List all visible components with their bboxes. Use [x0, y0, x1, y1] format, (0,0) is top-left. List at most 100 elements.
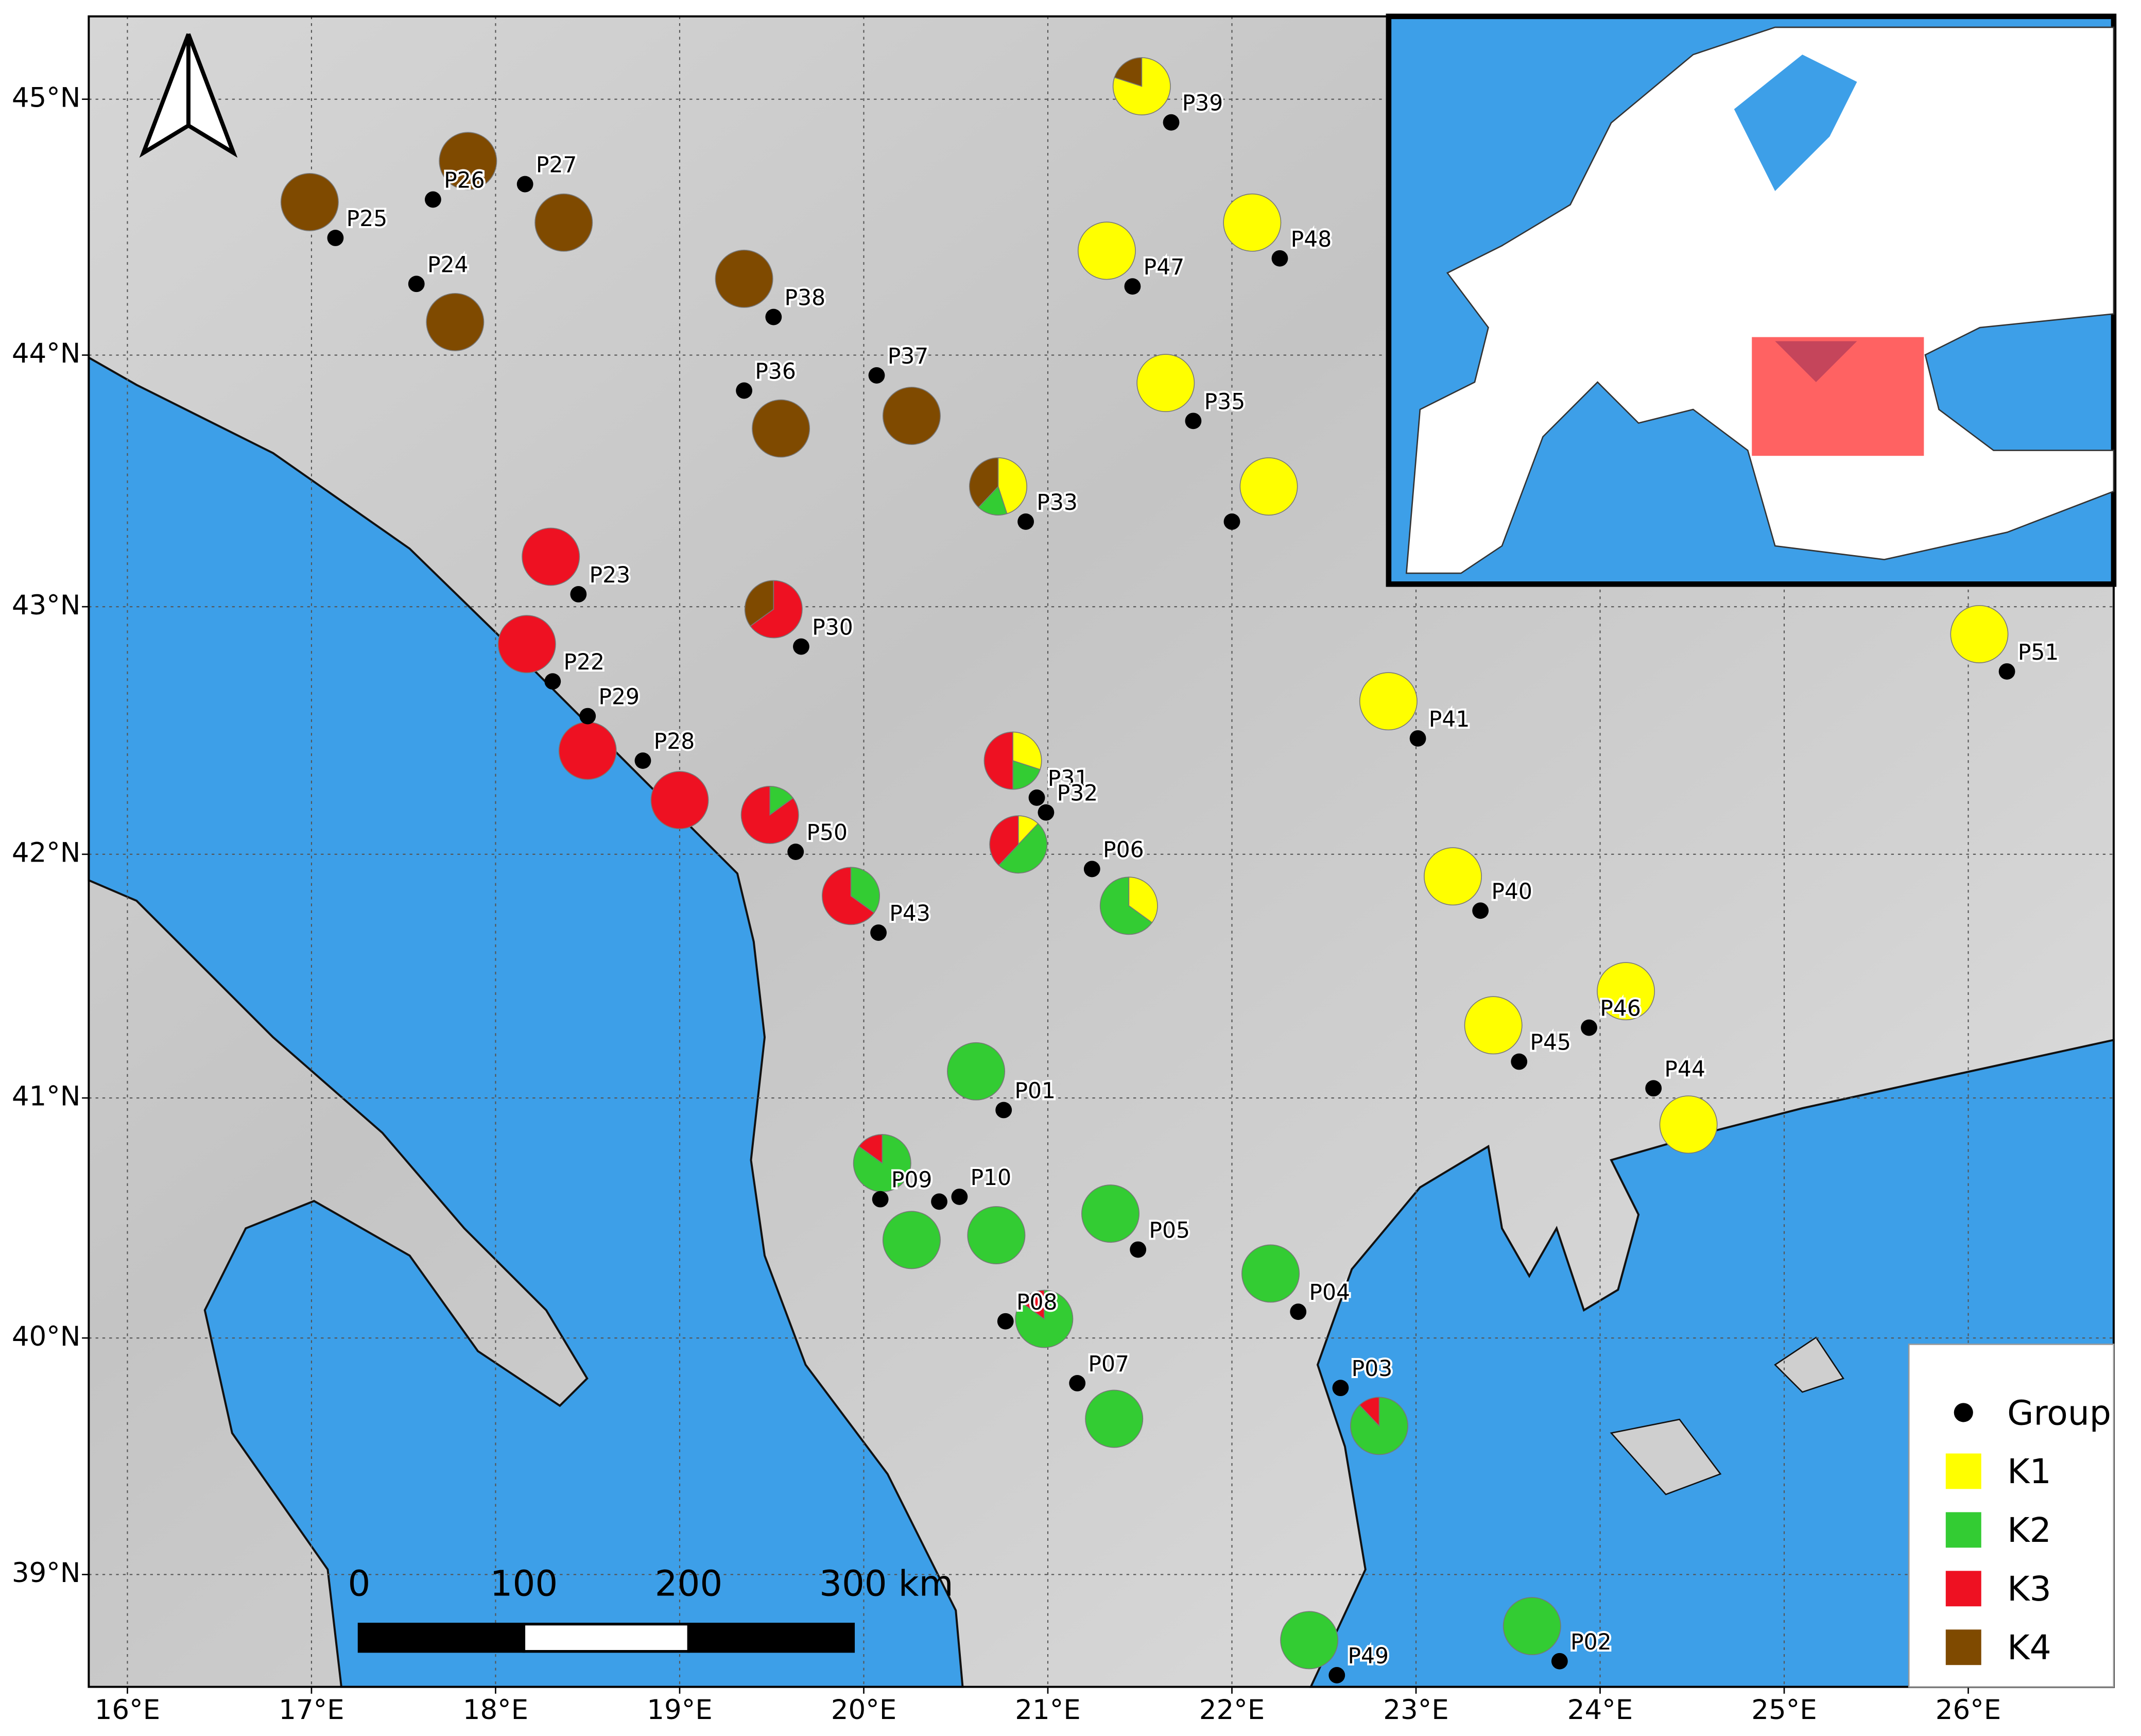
- pie: [1081, 1184, 1140, 1243]
- pie: [967, 1206, 1026, 1265]
- pie: [1659, 1095, 1718, 1154]
- population-label: P32: [1057, 781, 1098, 806]
- pie-slice: [1241, 1244, 1300, 1303]
- pie: [534, 193, 593, 252]
- pie-slice: [439, 132, 497, 191]
- pie-slice: [1020, 1290, 1045, 1320]
- legend-label: K2: [2007, 1510, 2051, 1550]
- population-label: P28: [654, 729, 695, 754]
- pie-slice: [1950, 605, 2009, 663]
- pie-slice: [534, 193, 593, 252]
- sample-point: [1130, 1241, 1147, 1258]
- pie-slice: [426, 293, 485, 351]
- y-tick-label: 43°N: [12, 589, 81, 621]
- sample-point: [1185, 412, 1202, 429]
- sample-point: [1998, 663, 2015, 680]
- sample-point: [408, 276, 425, 293]
- population-label: P31: [1048, 766, 1089, 792]
- sample-point: [736, 382, 753, 399]
- population-label: P02: [1570, 1630, 1612, 1655]
- sample-point: [997, 1313, 1014, 1330]
- sample-point: [1328, 1667, 1345, 1683]
- scale-segment: [357, 1623, 526, 1653]
- population-label: P10: [971, 1165, 1012, 1191]
- x-tick-label: 26°E: [1936, 1694, 2001, 1726]
- sample-point: [424, 191, 441, 208]
- pie-slice: [715, 249, 773, 308]
- sample-point: [931, 1193, 947, 1210]
- sample-point: [1645, 1080, 1662, 1097]
- pie: [1950, 605, 2009, 663]
- pie: [1015, 1290, 1074, 1348]
- pie: [1077, 221, 1136, 280]
- sample-point: [1124, 278, 1141, 295]
- pie: [947, 1042, 1006, 1101]
- legend: Group: [1908, 1344, 2115, 1688]
- population-label: P48: [1291, 227, 1332, 252]
- pie-slice: [1136, 354, 1195, 412]
- sample-point: [1332, 1380, 1349, 1397]
- legend-swatch: [1945, 1629, 1981, 1665]
- population-label: P25: [347, 207, 388, 232]
- sample-point: [1163, 114, 1180, 131]
- pie: [650, 771, 709, 830]
- population-label: P37: [888, 344, 929, 369]
- legend-items: K1 K2 K3 K4: [1945, 1451, 2051, 1668]
- pie: [1503, 1597, 1561, 1656]
- legend-label: K1: [2007, 1451, 2051, 1491]
- population-label: P23: [590, 563, 631, 588]
- y-tick-label: 41°N: [12, 1080, 81, 1112]
- population-label: P35: [1204, 389, 1246, 415]
- scale-label: 0: [348, 1563, 370, 1605]
- sample-point: [1069, 1375, 1086, 1391]
- population-label: P09: [891, 1168, 933, 1193]
- pie-slice: [969, 457, 999, 508]
- pie: [497, 615, 556, 674]
- pie: [1136, 354, 1195, 412]
- population-label: P04: [1309, 1280, 1350, 1305]
- pie-slice: [1659, 1095, 1718, 1154]
- population-label: P05: [1149, 1218, 1190, 1244]
- pie-slice: [1359, 672, 1418, 731]
- x-tick-label: 17°E: [279, 1694, 344, 1726]
- pie-slice: [1114, 57, 1143, 87]
- population-label: P43: [889, 901, 930, 926]
- x-tick-label: 21°E: [1015, 1694, 1080, 1726]
- y-tick-label: 40°N: [12, 1320, 81, 1352]
- pie: [882, 1211, 941, 1269]
- population-label: P41: [1429, 707, 1470, 732]
- x-tick-label: 18°E: [463, 1694, 528, 1726]
- pie-slice: [280, 173, 339, 231]
- sample-point: [1511, 1053, 1528, 1070]
- x-tick-label: 19°E: [647, 1694, 712, 1726]
- pie: [983, 731, 1042, 790]
- sample-point: [516, 176, 533, 193]
- population-label: P38: [785, 286, 826, 311]
- pie-slice: [1424, 847, 1482, 906]
- legend-point: [1954, 1403, 1973, 1422]
- population-label: P36: [755, 359, 796, 384]
- population-label: P50: [806, 820, 848, 846]
- pie: [989, 815, 1047, 874]
- pie-slice: [850, 867, 880, 914]
- population-label: P03: [1352, 1356, 1393, 1382]
- pie-slice: [752, 399, 810, 458]
- pie: [1350, 1397, 1408, 1455]
- population-label: P51: [2018, 640, 2059, 665]
- pie-slice: [1597, 962, 1655, 1021]
- pie-slice: [740, 785, 799, 844]
- population-label: P40: [1491, 879, 1532, 904]
- population-label: P22: [564, 650, 605, 675]
- pie-slice: [1099, 876, 1153, 935]
- sample-point: [995, 1102, 1012, 1119]
- population-label: P45: [1530, 1030, 1571, 1056]
- pie-slice: [997, 457, 1027, 514]
- pie-slice: [1359, 1397, 1380, 1427]
- sample-point: [1223, 513, 1240, 530]
- pie: [882, 387, 941, 445]
- pie-slice: [1112, 57, 1171, 115]
- y-tick-label: 45°N: [12, 81, 81, 113]
- map-frame: [88, 15, 2115, 1688]
- pie-slice: [522, 527, 580, 586]
